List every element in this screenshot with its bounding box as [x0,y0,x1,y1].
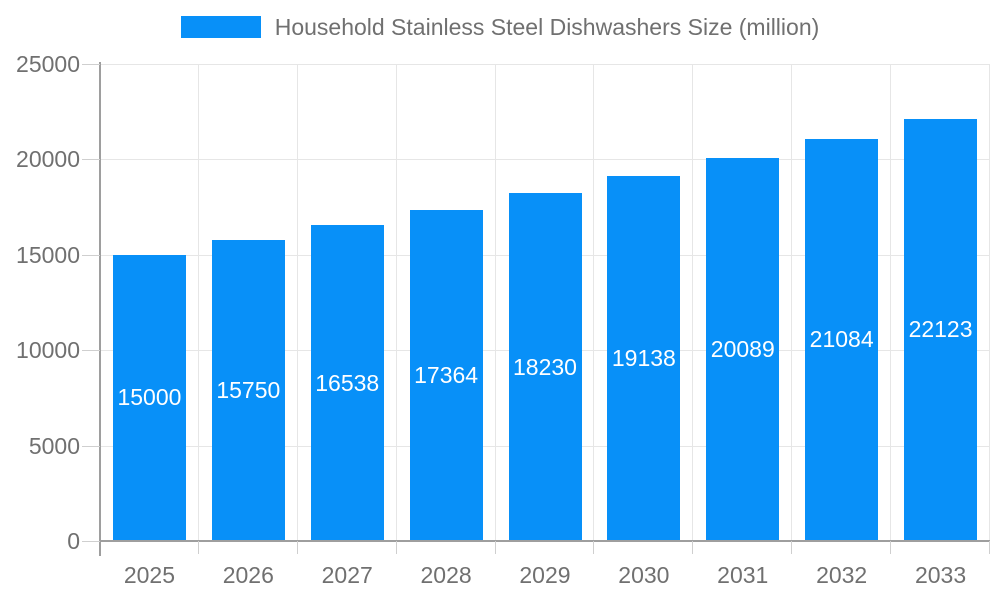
x-gridline [197,64,199,541]
x-axis-tick [494,541,496,554]
x-axis-tick [989,541,990,554]
bar-value-label: 17364 [414,361,479,388]
plot-area: 15000 15750 16538 17364 18230 19138 20089 21084… [100,64,990,541]
y-axis-tick [82,445,100,447]
bar-2033[interactable]: 22123 [904,118,978,541]
x-axis-tick-label: 2026 [222,562,274,588]
x-gridline [791,64,793,541]
x-axis-tick-label: 2029 [519,562,571,588]
bar-2031[interactable]: 20089 [706,157,780,541]
x-axis-tick [791,541,793,554]
x-gridline [494,64,496,541]
legend-swatch [180,16,261,38]
y-gridline [100,64,990,65]
x-axis-tick-label: 2028 [420,562,472,588]
y-axis-tick [82,254,100,256]
y-axis-tick-label: 20000 [16,146,80,173]
x-axis-tick [890,541,892,554]
bar-2025[interactable]: 15000 [112,254,186,541]
bar-2032[interactable]: 21084 [805,138,879,541]
x-axis-tick-label: 2033 [914,562,967,588]
x-axis-tick-label: 2032 [816,562,868,588]
x-axis-tick-label: 2027 [321,562,373,588]
y-axis-tick-label: 15000 [16,241,80,268]
y-axis-tick-label: 10000 [16,337,80,364]
bar-2028[interactable]: 17364 [409,209,483,541]
x-axis-line [100,540,990,542]
bar-value-label: 20089 [710,335,775,362]
x-gridline [395,64,397,541]
y-axis-tick-label: 0 [67,528,80,554]
y-axis-tick [82,159,100,161]
bar-2027[interactable]: 16538 [310,225,384,541]
y-axis-tick-label: 5000 [28,432,80,459]
x-axis-tick [395,541,397,554]
bar-value-label: 15750 [216,377,281,404]
x-gridline [296,64,298,541]
y-axis-tick [82,64,100,65]
x-gridline [890,64,892,541]
x-gridline [989,64,990,541]
bar-2030[interactable]: 19138 [607,175,681,541]
bar-value-label: 19138 [611,344,676,371]
bar-2029[interactable]: 18230 [508,193,582,541]
x-axis-tick-label: 2030 [618,562,670,588]
x-axis-tick [296,541,298,554]
x-axis-tick [197,541,199,554]
y-axis-tick [82,541,100,542]
bar-value-label: 15000 [117,384,182,411]
bar-value-label: 16538 [315,369,380,396]
bar-value-label: 18230 [513,353,577,380]
y-axis-tick [82,350,100,352]
x-gridline [593,64,595,541]
y-axis-tick-label: 25000 [16,51,80,77]
x-gridline [692,64,694,541]
bar-value-label: 22123 [908,316,973,343]
y-gridline [100,159,990,161]
x-axis-tick [692,541,694,554]
legend-label: Household Stainless Steel Dishwashers Si… [274,14,820,40]
legend-item[interactable]: Household Stainless Steel Dishwashers Si… [0,14,1000,40]
y-axis-line [99,62,101,556]
bar-value-label: 21084 [809,326,874,353]
x-axis-tick-label: 2025 [123,562,176,588]
x-axis-tick [593,541,595,554]
x-axis-tick-label: 2031 [717,562,769,588]
bar-2026[interactable]: 15750 [211,240,285,541]
